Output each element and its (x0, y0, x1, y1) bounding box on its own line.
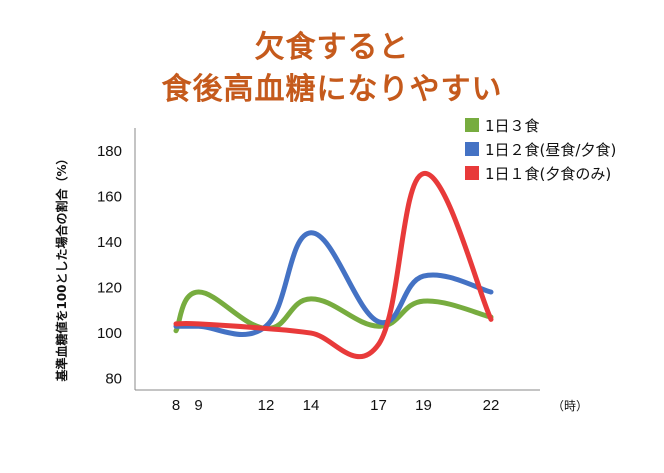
x-tick-label: 22 (483, 397, 500, 414)
series-line-1 (173, 289, 494, 334)
legend-label: 1日２食(昼食/夕食) (485, 141, 616, 159)
chart-axes: 80 100 120 140 160 180 8 9 12 14 17 19 22 （時） 基準血糖値を10… (54, 128, 588, 414)
x-tick-label: 9 (194, 397, 202, 414)
x-tick-label: 17 (370, 397, 387, 414)
x-tick-label: 12 (258, 397, 275, 414)
x-tick-label: 8 (172, 397, 180, 414)
x-axis-unit: （時） (552, 399, 588, 413)
chart-title-line1: 欠食すると (254, 30, 410, 65)
legend-swatch (465, 118, 479, 132)
x-tick-label: 14 (303, 397, 320, 414)
series-line-2 (173, 230, 494, 338)
y-tick-label: 180 (97, 143, 122, 160)
y-tick-label: 100 (97, 325, 122, 342)
chart-title-line2: 食後高血糖になりやすい (161, 72, 503, 107)
legend-label: 1日１食(夕食のみ) (485, 165, 611, 183)
y-tick-label: 160 (97, 188, 122, 205)
legend-label: 1日３食 (485, 117, 540, 135)
chart-series (173, 171, 494, 360)
legend-swatch (465, 142, 479, 156)
y-tick-label: 80 (105, 371, 122, 388)
y-tick-label: 140 (97, 234, 122, 251)
series-line-3 (173, 171, 494, 360)
y-axis-label: 基準血糖値を100とした場合の割合（%） (54, 152, 69, 382)
chart-legend: 1日３食 1日２食(昼食/夕食) 1日１食(夕食のみ) (465, 117, 616, 183)
y-tick-label: 120 (97, 279, 122, 296)
legend-swatch (465, 166, 479, 180)
x-tick-label: 19 (415, 397, 432, 414)
